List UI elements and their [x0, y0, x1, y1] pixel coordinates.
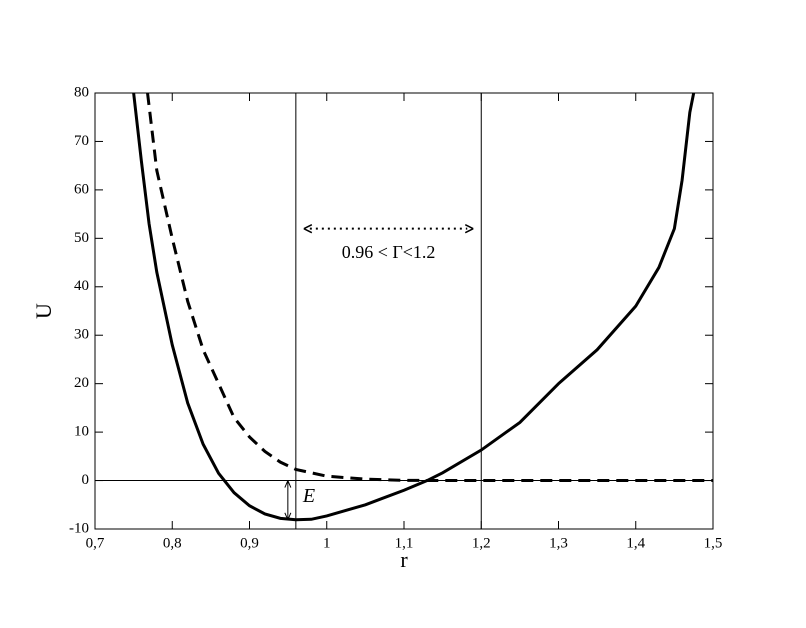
x-axis-label: r [400, 547, 408, 572]
curve [132, 93, 696, 522]
x-tick-label: 1,1 [395, 535, 414, 551]
y-tick-label: 70 [74, 133, 89, 149]
y-tick-label: 20 [74, 375, 89, 391]
y-tick-label: 10 [74, 424, 89, 440]
y-tick-label: -10 [69, 520, 89, 536]
x-tick-label: 1,4 [626, 535, 645, 551]
energy-label: E [302, 485, 315, 507]
y-tick-label: 60 [74, 181, 89, 197]
plot-frame [94, 92, 714, 530]
x-tick-label: 1 [323, 535, 331, 551]
x-tick-label: 1,3 [549, 535, 568, 551]
y-tick-label: 50 [74, 230, 89, 246]
y-axis-label: U [31, 303, 56, 319]
range-label: 0.96 < Γ<1.2 [342, 242, 436, 262]
y-tick-label: 80 [74, 84, 89, 100]
x-tick-label: 0,9 [240, 535, 259, 551]
y-tick-label: 0 [82, 472, 90, 488]
y-tick-label: 30 [74, 327, 89, 343]
energy-arrow [284, 480, 292, 520]
x-tick-label: 1,5 [704, 535, 723, 551]
curve [146, 93, 713, 483]
x-tick-label: 0,8 [163, 535, 182, 551]
arrow-head [303, 223, 474, 234]
y-tick-label: 40 [74, 278, 89, 294]
x-tick-label: 1,2 [472, 535, 491, 551]
x-tick-label: 0,7 [86, 535, 105, 551]
